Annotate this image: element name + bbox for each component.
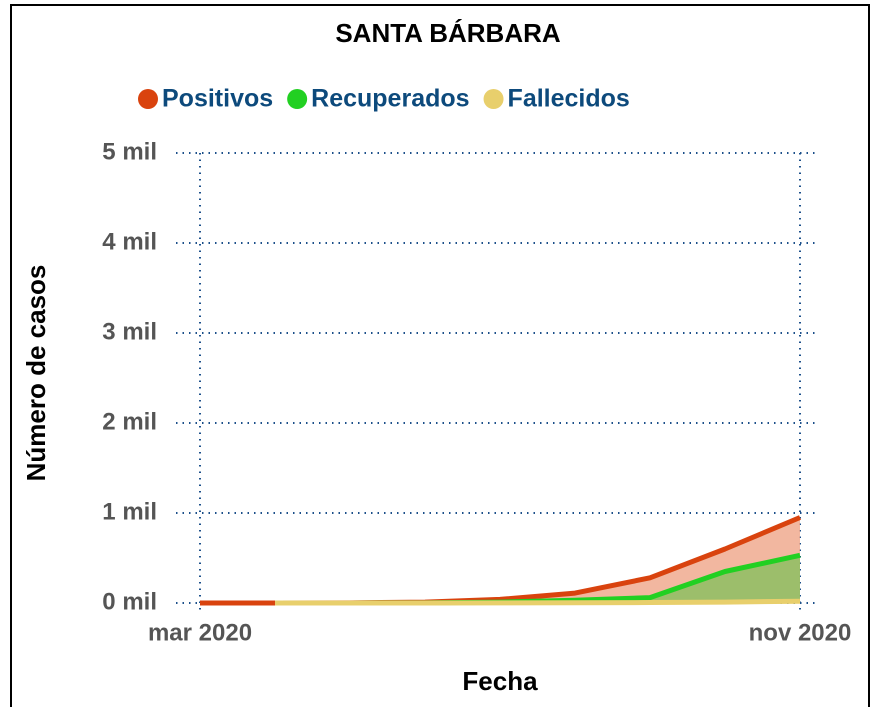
legend-label: Fallecidos xyxy=(508,85,630,113)
x-tick-label: mar 2020 xyxy=(148,619,252,646)
y-axis-label: Número de casos xyxy=(21,265,51,482)
legend: Positivos Recuperados Fallecidos xyxy=(138,85,630,113)
series-line xyxy=(275,598,801,606)
x-tick-label: nov 2020 xyxy=(749,619,852,646)
chart-title: SANTA BÁRBARA xyxy=(335,18,561,48)
legend-swatch xyxy=(483,89,504,109)
legend-label: Positivos xyxy=(162,85,273,113)
y-tick-label: 0 mil xyxy=(102,588,157,615)
legend-swatch xyxy=(138,89,158,109)
y-tick-label: 1 mil xyxy=(102,498,157,525)
x-axis-label: Fecha xyxy=(462,666,538,696)
legend-swatch xyxy=(287,89,308,109)
y-tick-label: 4 mil xyxy=(102,228,157,255)
y-tick-label: 3 mil xyxy=(102,318,157,345)
y-tick-label: 5 mil xyxy=(102,138,157,165)
legend-label: Recuperados xyxy=(311,85,469,113)
y-tick-label: 2 mil xyxy=(102,408,157,435)
series-area xyxy=(200,517,800,603)
